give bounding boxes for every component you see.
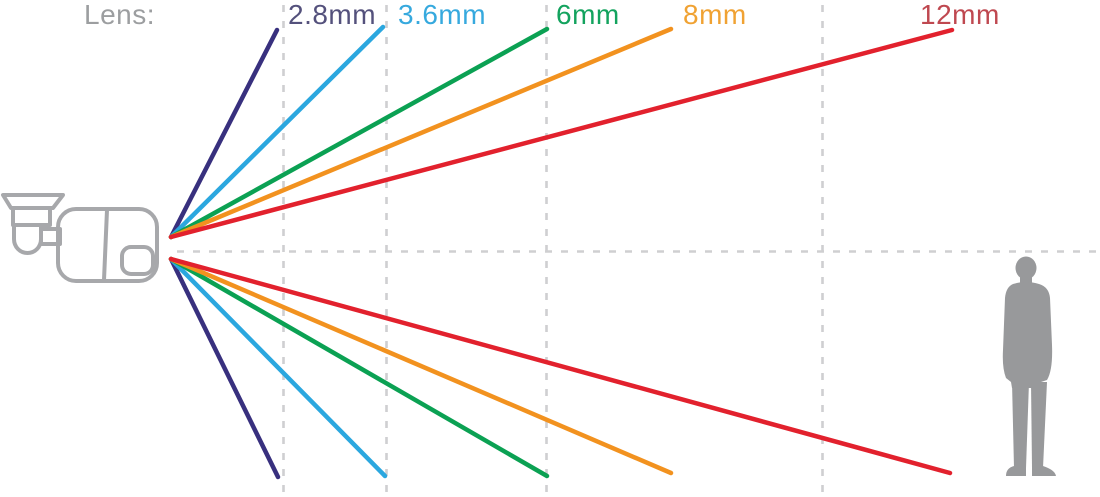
person-right-leg (1031, 382, 1047, 468)
lens-label-6mm: 6mm (556, 0, 620, 30)
person-torso (1002, 282, 1053, 388)
camera-mount-dome (12, 223, 43, 255)
fov-line-2-8mm-lower (168, 256, 281, 480)
lens-label-2-8mm: 2.8mm (288, 0, 377, 30)
fov-fan-lines (168, 24, 955, 480)
fov-line-12mm-lower (168, 256, 953, 476)
person-left-foot (1006, 466, 1026, 476)
fov-line-8mm-upper (168, 26, 674, 240)
fov-line-3-6mm-lower (168, 256, 388, 479)
distance-grid (177, 5, 1100, 493)
camera-mount-plate (1, 193, 65, 210)
camera-lens-notch (120, 245, 155, 276)
lens-label-12mm: 12mm (920, 0, 1000, 30)
person-left-leg (1012, 382, 1029, 468)
fov-line-8mm-lower (168, 256, 674, 476)
person-right-foot (1032, 466, 1056, 476)
fov-line-3-6mm-upper (168, 24, 386, 240)
fov-line-6mm-lower (168, 256, 550, 479)
person-head (1015, 256, 1037, 280)
lens-label-8mm: 8mm (683, 0, 747, 30)
lens-caption: Lens: (84, 0, 155, 30)
camera-mount-block (11, 206, 52, 227)
security-camera-icon (1, 193, 159, 283)
person-neck (1020, 274, 1032, 284)
camera-body-divider (102, 208, 109, 282)
lens-label-3-6mm: 3.6mm (398, 0, 487, 30)
fov-line-2-8mm-upper (168, 27, 280, 240)
fov-line-12mm-upper (168, 27, 955, 240)
fov-line-6mm-upper (168, 26, 550, 240)
person-silhouette (1002, 256, 1056, 476)
lens-label-row: Lens: 2.8mm 3.6mm 6mm 8mm 12mm (0, 0, 1100, 32)
